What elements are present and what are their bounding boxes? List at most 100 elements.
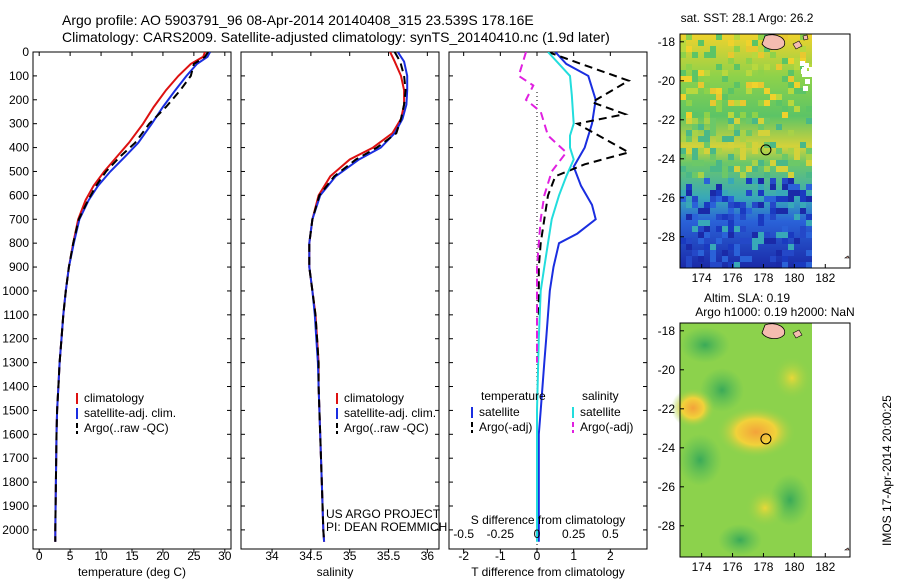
x-tick-label: 15 bbox=[125, 549, 139, 563]
sst-pixel bbox=[764, 118, 770, 124]
sst-pixel bbox=[704, 220, 710, 226]
sst-pixel bbox=[698, 238, 704, 244]
fiji-landmass bbox=[761, 323, 786, 339]
lat-tick-label: -18 bbox=[658, 324, 676, 338]
depth-tick-label: 1600 bbox=[2, 427, 29, 441]
sst-pixel bbox=[716, 106, 722, 112]
sst-pixel bbox=[686, 148, 692, 154]
sst-pixel bbox=[692, 124, 698, 130]
island bbox=[802, 34, 809, 41]
sst-pixel bbox=[794, 106, 800, 112]
sst-pixel bbox=[752, 202, 758, 208]
sst-pixel bbox=[680, 76, 686, 82]
sst-missing-pixel bbox=[809, 67, 814, 72]
sst-pixel bbox=[728, 88, 734, 94]
sst-pixel bbox=[716, 88, 722, 94]
sst-pixel bbox=[746, 118, 752, 124]
sst-pixel bbox=[752, 244, 758, 250]
sst-pixel bbox=[740, 148, 746, 154]
sst-pixel bbox=[794, 82, 800, 88]
legend-title: salinity bbox=[582, 389, 619, 403]
legend-label: satellite-adj. clim. bbox=[84, 406, 176, 420]
x-tick-label: 30 bbox=[218, 549, 232, 563]
lat-tick-label: -26 bbox=[658, 191, 676, 205]
lat-tick-label: -22 bbox=[658, 113, 676, 127]
sst-pixel bbox=[734, 124, 740, 130]
sst-pixel bbox=[692, 214, 698, 220]
sst-pixel bbox=[686, 172, 692, 178]
sst-pixel bbox=[782, 58, 788, 64]
lon-tick-label: 174 bbox=[692, 560, 712, 574]
lat-tick-label: -20 bbox=[658, 74, 676, 88]
depth-tick-label: 900 bbox=[9, 260, 29, 274]
sst-pixel bbox=[776, 208, 782, 214]
sla-low-region bbox=[678, 434, 722, 486]
sst-pixel bbox=[806, 184, 812, 190]
depth-tick-label: 2000 bbox=[2, 523, 29, 537]
sst-pixel bbox=[734, 214, 740, 220]
sst-pixel bbox=[716, 166, 722, 172]
sst-pixel bbox=[788, 172, 794, 178]
sst-pixel bbox=[740, 208, 746, 214]
sst-pixel bbox=[728, 40, 734, 46]
sst-pixel bbox=[782, 196, 788, 202]
depth-tick-label: 600 bbox=[9, 188, 29, 202]
sst-pixel bbox=[752, 112, 758, 118]
sst-pixel bbox=[728, 232, 734, 238]
sst-pixel bbox=[752, 118, 758, 124]
sst-pixel bbox=[704, 178, 710, 184]
salinity-profiles bbox=[308, 52, 409, 542]
sst-pixel bbox=[692, 250, 698, 256]
x-tick-label: -1 bbox=[495, 549, 506, 563]
sst-longitude-axis: 174 176 178 180 182 bbox=[692, 264, 836, 285]
sst-pixel bbox=[806, 172, 812, 178]
sst-pixel bbox=[728, 112, 734, 118]
sst-pixel bbox=[764, 214, 770, 220]
sst-pixel bbox=[758, 130, 764, 136]
project-annotation-2: PI: DEAN ROEMMICH bbox=[326, 520, 447, 534]
salinity-depth-ticks bbox=[241, 51, 439, 531]
s-diff-tick-label: 0.25 bbox=[562, 527, 586, 541]
legend-label: Argo(..raw -QC) bbox=[84, 421, 169, 435]
argo-position-marker bbox=[760, 144, 772, 156]
island bbox=[792, 40, 803, 50]
x-tick-label: 2 bbox=[607, 549, 614, 563]
sst-pixel bbox=[686, 136, 692, 142]
sst-pixel bbox=[758, 82, 764, 88]
profile-line-climatology bbox=[308, 52, 406, 542]
sla-map-frame bbox=[679, 322, 851, 558]
x-tick-label: 34 bbox=[265, 549, 279, 563]
profile-line-argo-raw-qc- bbox=[308, 52, 407, 542]
legend-label: climatology bbox=[344, 391, 404, 405]
sst-pixel bbox=[722, 250, 728, 256]
sst-pixel bbox=[722, 94, 728, 100]
legend-label: Argo(-adj) bbox=[479, 420, 532, 434]
sst-pixel bbox=[728, 52, 734, 58]
depth-tick-label: 1800 bbox=[2, 475, 29, 489]
depth-tick-label: 700 bbox=[9, 212, 29, 226]
sst-pixel bbox=[686, 118, 692, 124]
sst-pixel bbox=[758, 124, 764, 130]
sst-pixel bbox=[740, 214, 746, 220]
profile-line-t-argo-adj- bbox=[537, 52, 632, 315]
s-difference-ticks: -0.5 -0.25 0 0.25 0.5 bbox=[453, 527, 619, 541]
sst-pixel bbox=[722, 76, 728, 82]
sst-pixel bbox=[806, 160, 812, 166]
sst-pixel bbox=[782, 250, 788, 256]
sst-pixel bbox=[746, 88, 752, 94]
sst-pixel bbox=[746, 178, 752, 184]
sst-pixel bbox=[686, 190, 692, 196]
sst-pixel bbox=[698, 208, 704, 214]
sst-pixel bbox=[698, 70, 704, 76]
sst-pixel bbox=[740, 172, 746, 178]
sst-pixel bbox=[746, 82, 752, 88]
sst-pixel bbox=[692, 76, 698, 82]
sst-pixel bbox=[722, 166, 728, 172]
profile-line-satellite-adj-clim- bbox=[54, 52, 211, 542]
sst-pixel bbox=[794, 154, 800, 160]
sst-pixel bbox=[752, 148, 758, 154]
sst-pixel bbox=[800, 202, 806, 208]
sst-pixel bbox=[776, 94, 782, 100]
sst-pixel bbox=[698, 226, 704, 232]
